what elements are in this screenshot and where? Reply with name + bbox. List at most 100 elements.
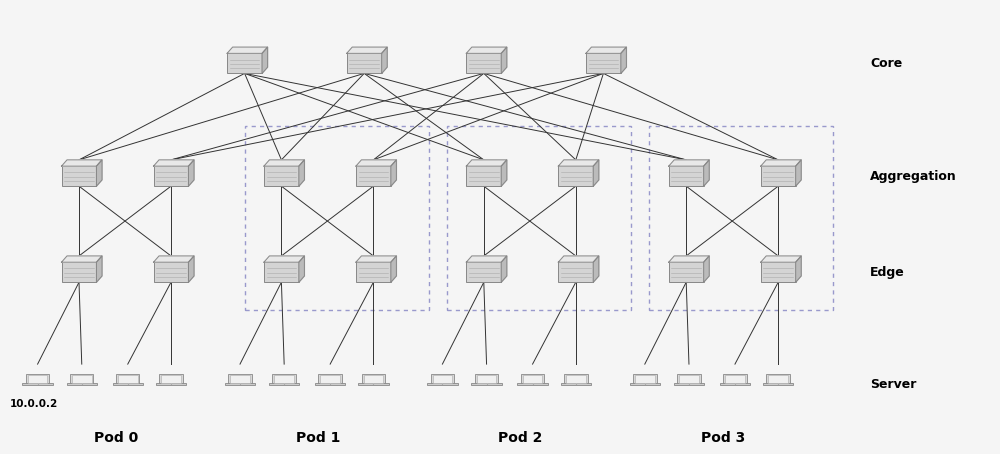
Polygon shape — [669, 160, 709, 166]
Text: Aggregation: Aggregation — [870, 170, 957, 183]
FancyBboxPatch shape — [558, 262, 593, 282]
Polygon shape — [264, 256, 304, 262]
FancyBboxPatch shape — [761, 166, 796, 186]
FancyBboxPatch shape — [633, 374, 657, 384]
Polygon shape — [188, 160, 194, 186]
FancyBboxPatch shape — [274, 375, 294, 383]
FancyBboxPatch shape — [466, 54, 501, 74]
Polygon shape — [761, 160, 801, 166]
FancyBboxPatch shape — [427, 383, 458, 385]
FancyBboxPatch shape — [118, 375, 138, 383]
FancyBboxPatch shape — [362, 374, 385, 384]
Polygon shape — [356, 160, 396, 166]
Polygon shape — [593, 256, 599, 282]
Polygon shape — [466, 47, 507, 54]
FancyBboxPatch shape — [318, 374, 342, 384]
FancyBboxPatch shape — [677, 374, 701, 384]
Polygon shape — [796, 256, 801, 282]
FancyBboxPatch shape — [521, 374, 544, 384]
FancyBboxPatch shape — [22, 383, 53, 385]
FancyBboxPatch shape — [669, 166, 704, 186]
Polygon shape — [299, 256, 304, 282]
FancyBboxPatch shape — [466, 166, 501, 186]
Text: Pod 0: Pod 0 — [94, 431, 138, 445]
FancyBboxPatch shape — [517, 383, 548, 385]
FancyBboxPatch shape — [62, 166, 96, 186]
FancyBboxPatch shape — [674, 383, 704, 385]
Polygon shape — [382, 47, 387, 74]
FancyBboxPatch shape — [766, 374, 790, 384]
FancyBboxPatch shape — [475, 374, 498, 384]
Polygon shape — [558, 256, 599, 262]
FancyBboxPatch shape — [761, 262, 796, 282]
FancyBboxPatch shape — [523, 375, 542, 383]
FancyBboxPatch shape — [433, 375, 452, 383]
FancyBboxPatch shape — [347, 54, 382, 74]
FancyBboxPatch shape — [586, 54, 621, 74]
Text: Core: Core — [870, 57, 902, 70]
Text: 10.0.0.2: 10.0.0.2 — [10, 399, 58, 409]
Polygon shape — [466, 160, 507, 166]
Polygon shape — [356, 256, 396, 262]
Polygon shape — [227, 47, 268, 54]
FancyBboxPatch shape — [763, 383, 793, 385]
FancyBboxPatch shape — [768, 375, 788, 383]
Bar — [245, 126, 429, 310]
Text: Pod 3: Pod 3 — [701, 431, 745, 445]
FancyBboxPatch shape — [364, 375, 383, 383]
FancyBboxPatch shape — [227, 54, 262, 74]
Polygon shape — [154, 256, 194, 262]
FancyBboxPatch shape — [558, 166, 593, 186]
FancyBboxPatch shape — [431, 374, 454, 384]
FancyBboxPatch shape — [230, 375, 250, 383]
FancyBboxPatch shape — [723, 374, 747, 384]
FancyBboxPatch shape — [630, 383, 660, 385]
FancyBboxPatch shape — [272, 374, 296, 384]
FancyBboxPatch shape — [113, 383, 143, 385]
FancyBboxPatch shape — [67, 383, 97, 385]
FancyBboxPatch shape — [679, 375, 699, 383]
Polygon shape — [262, 47, 268, 74]
Polygon shape — [593, 160, 599, 186]
Polygon shape — [347, 47, 387, 54]
FancyBboxPatch shape — [70, 374, 93, 384]
FancyBboxPatch shape — [154, 262, 188, 282]
Polygon shape — [586, 47, 626, 54]
Text: Pod 1: Pod 1 — [296, 431, 340, 445]
Polygon shape — [96, 256, 102, 282]
FancyBboxPatch shape — [62, 262, 96, 282]
FancyBboxPatch shape — [356, 166, 391, 186]
Text: Server: Server — [870, 379, 917, 391]
Polygon shape — [62, 160, 102, 166]
FancyBboxPatch shape — [320, 375, 340, 383]
Polygon shape — [391, 160, 396, 186]
FancyBboxPatch shape — [477, 375, 496, 383]
Polygon shape — [96, 160, 102, 186]
Polygon shape — [704, 256, 709, 282]
FancyBboxPatch shape — [720, 383, 750, 385]
FancyBboxPatch shape — [159, 374, 183, 384]
FancyBboxPatch shape — [315, 383, 345, 385]
FancyBboxPatch shape — [466, 262, 501, 282]
Polygon shape — [621, 47, 626, 74]
FancyBboxPatch shape — [358, 383, 389, 385]
FancyBboxPatch shape — [356, 262, 391, 282]
FancyBboxPatch shape — [156, 383, 186, 385]
Text: Pod 2: Pod 2 — [498, 431, 543, 445]
FancyBboxPatch shape — [161, 375, 181, 383]
Polygon shape — [501, 256, 507, 282]
Polygon shape — [62, 256, 102, 262]
FancyBboxPatch shape — [228, 374, 252, 384]
Polygon shape — [704, 160, 709, 186]
Polygon shape — [154, 160, 194, 166]
FancyBboxPatch shape — [471, 383, 502, 385]
Polygon shape — [264, 160, 304, 166]
FancyBboxPatch shape — [225, 383, 255, 385]
Polygon shape — [466, 256, 507, 262]
FancyBboxPatch shape — [72, 375, 92, 383]
Text: Edge: Edge — [870, 266, 905, 279]
FancyBboxPatch shape — [725, 375, 745, 383]
FancyBboxPatch shape — [564, 374, 588, 384]
FancyBboxPatch shape — [264, 166, 299, 186]
Polygon shape — [761, 256, 801, 262]
